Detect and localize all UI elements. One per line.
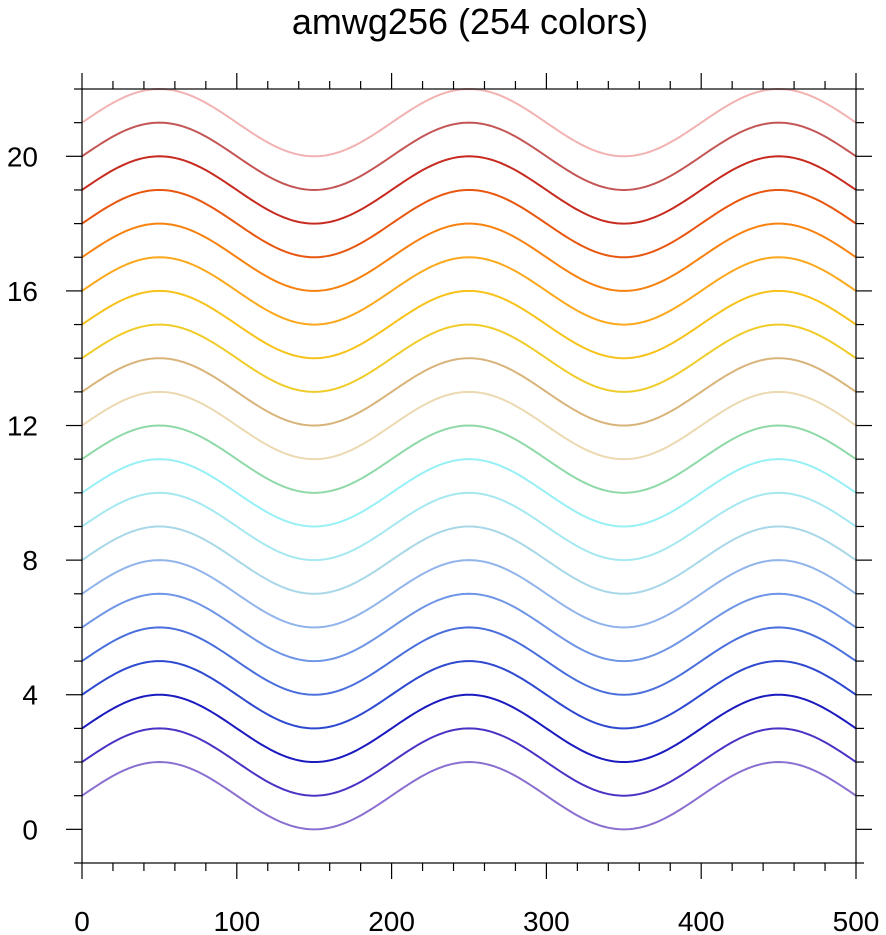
series-line-15 [81, 289, 857, 360]
chart-title: amwg256 (254 colors) [292, 1, 648, 42]
series-line-3 [81, 693, 857, 764]
x-tick-label: 100 [213, 906, 260, 935]
series-line-9 [81, 491, 857, 562]
x-tick-label: 0 [74, 906, 90, 935]
series-line-12 [81, 390, 857, 461]
y-tick-label: 16 [7, 276, 38, 307]
series-line-2 [81, 727, 857, 797]
series-line-7 [81, 559, 857, 629]
axes: 0 100 200 300 400 500 0 4 8 12 16 20 [7, 73, 880, 935]
series-line-11 [81, 424, 857, 494]
y-tick-label: 0 [22, 814, 38, 845]
series-line-4 [81, 660, 857, 730]
x-tick-label: 200 [368, 906, 415, 935]
series-line-20 [81, 121, 857, 191]
y-tick-label: 8 [22, 545, 38, 576]
series-line-17 [81, 222, 857, 292]
y-tick-label: 12 [7, 411, 38, 442]
y-tick-label: 20 [7, 141, 38, 172]
series-line-6 [81, 592, 857, 663]
series-line-5 [81, 626, 857, 696]
series-line-8 [81, 525, 857, 595]
y-tick-label: 4 [22, 680, 38, 711]
series-line-1 [81, 761, 857, 831]
series-line-10 [81, 458, 857, 528]
series-line-14 [81, 323, 857, 393]
plot-frame [81, 88, 857, 864]
series-line-19 [81, 155, 857, 225]
x-tick-label: 400 [678, 906, 725, 935]
x-tick-label: 500 [833, 906, 880, 935]
x-tick-label: 300 [523, 906, 570, 935]
series-line-16 [81, 256, 857, 326]
series-line-13 [81, 357, 857, 427]
series-lines [81, 87, 857, 831]
series-line-18 [81, 188, 857, 259]
